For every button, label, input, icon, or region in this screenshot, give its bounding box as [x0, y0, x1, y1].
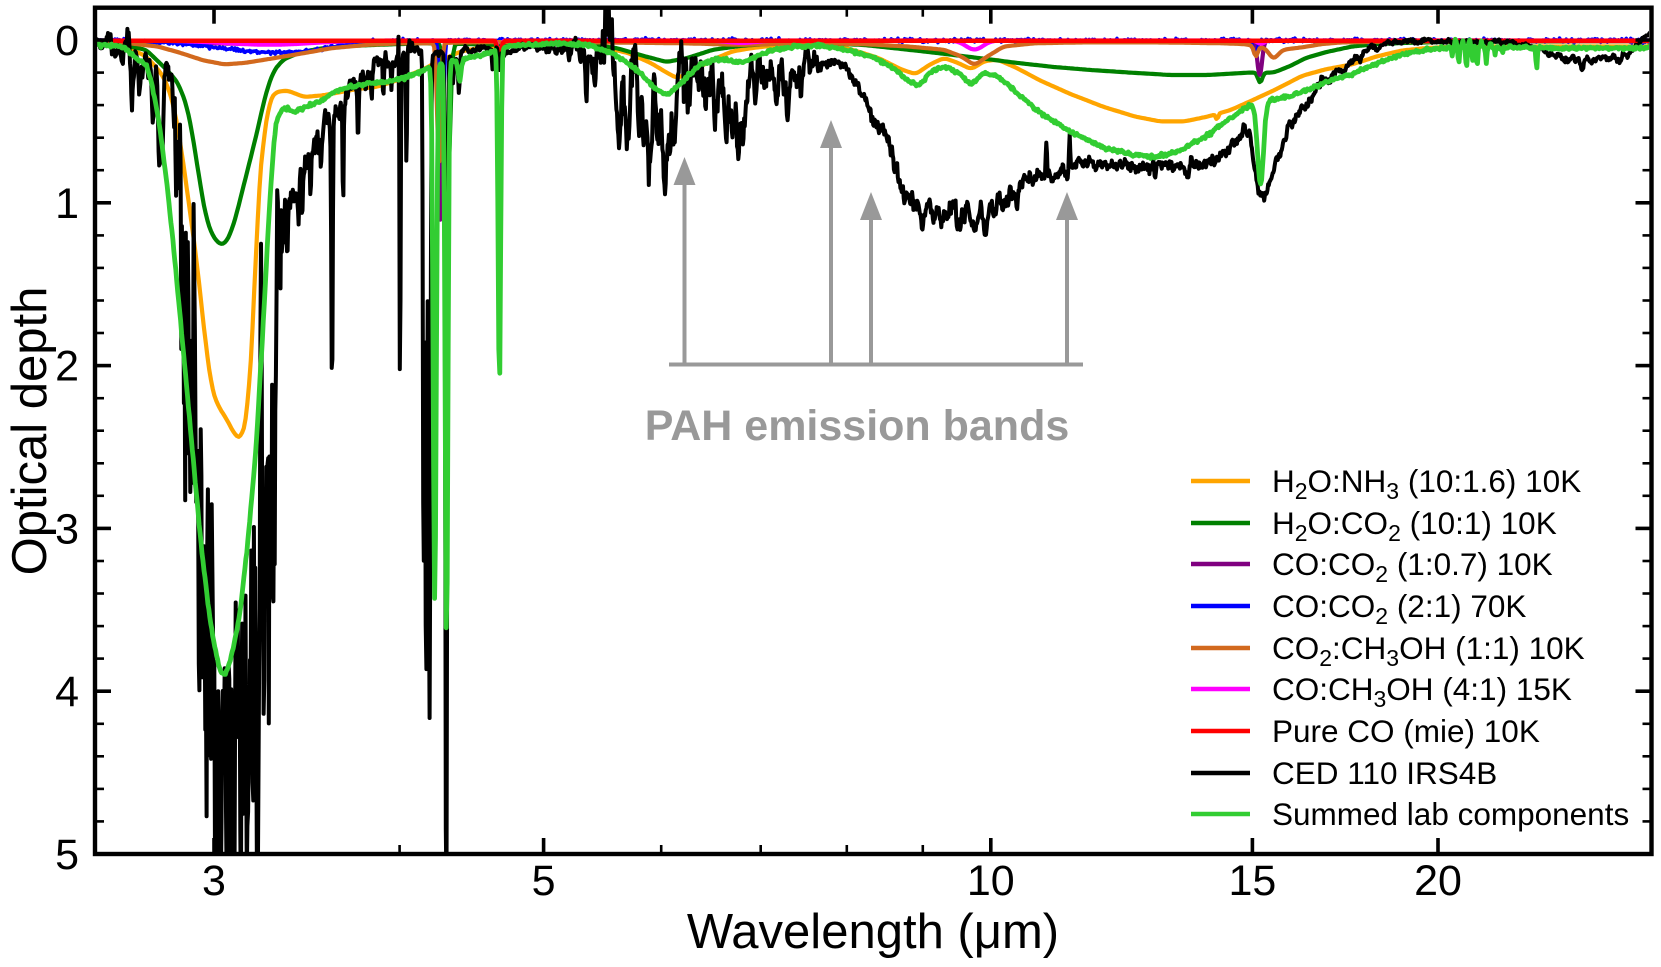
svg-text:0: 0	[55, 17, 79, 65]
svg-text:1: 1	[55, 180, 79, 228]
svg-text:H2​O:NH3​ (10:1.6) 10K: H2​O:NH3​ (10:1.6) 10K	[1272, 463, 1581, 504]
svg-text:3: 3	[202, 857, 226, 905]
svg-text:PAH emission bands: PAH emission bands	[645, 402, 1070, 450]
svg-text:4: 4	[55, 668, 79, 716]
svg-text:5: 5	[55, 831, 79, 879]
svg-text:Optical depth: Optical depth	[3, 287, 57, 576]
svg-text:CED 110 IRS4B: CED 110 IRS4B	[1272, 755, 1497, 791]
svg-text:Pure CO (mie) 10K: Pure CO (mie) 10K	[1272, 713, 1540, 749]
svg-text:2: 2	[55, 343, 79, 391]
svg-text:20: 20	[1414, 857, 1462, 905]
svg-text:Summed lab components: Summed lab components	[1272, 796, 1629, 832]
svg-text:3: 3	[55, 505, 79, 553]
svg-text:CO2​:CH3​OH (1:1) 10K: CO2​:CH3​OH (1:1) 10K	[1272, 630, 1585, 671]
svg-text:CO:CO2​ (1:0.7) 10K: CO:CO2​ (1:0.7) 10K	[1272, 546, 1553, 587]
svg-text:CO:CH3​OH (4:1) 15K: CO:CH3​OH (4:1) 15K	[1272, 671, 1572, 712]
svg-text:15: 15	[1228, 857, 1276, 905]
svg-text:10: 10	[967, 857, 1015, 905]
svg-text:CO:CO2​ (2:1) 70K: CO:CO2​ (2:1) 70K	[1272, 588, 1526, 629]
svg-text:Wavelength (μm): Wavelength (μm)	[687, 905, 1059, 959]
svg-text:H2​O:CO2​ (10:1) 10K: H2​O:CO2​ (10:1) 10K	[1272, 505, 1557, 546]
svg-text:5: 5	[532, 857, 556, 905]
